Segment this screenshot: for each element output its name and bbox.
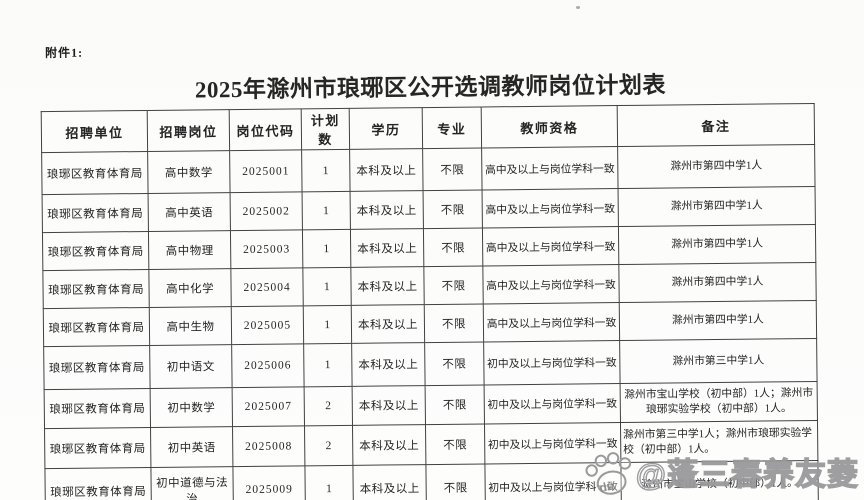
cell-code: 2025005 [231, 305, 304, 345]
cell-education: 本科及以上 [350, 266, 425, 306]
cell-post: 高中化学 [148, 268, 232, 308]
cell-education: 本科及以上 [350, 228, 424, 268]
cell-code: 2025003 [230, 229, 303, 269]
scan-speck-artifact [576, 6, 580, 9]
column-header-unit: 招聘单位 [41, 110, 148, 153]
cell-unit: 琅琊区教育体育局 [44, 427, 151, 469]
cell-unit: 琅琊区教育体育局 [44, 388, 151, 429]
cell-count: 1 [302, 191, 351, 230]
cell-education: 本科及以上 [351, 342, 426, 387]
cell-remark: 滁州市第三中学1人；滁州市琅琊实验学校（初中部）1人。 [620, 420, 818, 463]
cell-certificate: 高中及以上与岗位学科一致 [482, 188, 619, 228]
cell-major: 不限 [425, 384, 485, 425]
column-header-post: 招聘岗位 [147, 109, 230, 152]
cell-post: 初中道德与法治 [150, 466, 234, 500]
cell-certificate: 高中及以上与岗位学科一致 [482, 264, 620, 304]
cell-education: 本科及以上 [352, 385, 426, 426]
cell-major: 不限 [424, 303, 484, 343]
cell-count: 1 [303, 343, 353, 387]
cell-certificate: 高中及以上与岗位学科一致 [483, 302, 620, 342]
cell-major: 不限 [425, 423, 485, 465]
column-header-major: 专业 [422, 106, 482, 149]
cell-code: 2025008 [232, 425, 305, 467]
cell-count: 2 [304, 386, 353, 426]
cell-code: 2025007 [232, 386, 305, 427]
page-title: 2025年滁州市琅琊区公开选调教师岗位计划表 [194, 72, 667, 103]
cell-major: 不限 [423, 189, 483, 229]
table-row: 琅琊区教育体育局 初中道德与法治 2025009 1 本科及以上 不限 初中及以… [44, 460, 819, 500]
cell-code: 2025006 [231, 343, 305, 388]
cell-post: 高中英语 [148, 192, 231, 232]
cell-unit: 琅琊区教育体育局 [43, 307, 150, 347]
cell-unit: 琅琊区教育体育局 [42, 269, 150, 309]
cell-certificate: 初中及以上与岗位学科一致 [484, 383, 621, 424]
cell-count: 2 [304, 425, 353, 466]
cell-remark: 滁州市第四中学1人 [618, 224, 816, 265]
cell-count: 1 [302, 267, 352, 306]
cell-unit: 琅琊区教育体育局 [42, 193, 149, 233]
attachment-label: 附件1: [45, 45, 84, 61]
cell-post: 初中数学 [150, 387, 233, 428]
cell-certificate: 初中及以上与岗位学科一致 [484, 422, 621, 464]
cell-unit: 琅琊区教育体育局 [41, 151, 149, 195]
cell-code: 2025009 [232, 465, 306, 500]
cell-major: 不限 [425, 463, 486, 500]
column-header-education: 学历 [349, 107, 423, 150]
cell-education: 本科及以上 [350, 190, 424, 230]
cell-count: 1 [302, 229, 351, 268]
cell-unit: 琅琊区教育体育局 [43, 345, 151, 390]
cell-post: 初中英语 [150, 426, 233, 468]
position-plan-table: 招聘单位 招聘岗位 岗位代码 计划数 学历 专业 教师资格 备注 琅琊区教育体育… [40, 102, 819, 500]
cell-post: 高中物理 [148, 230, 231, 270]
cell-code: 2025002 [230, 191, 303, 231]
column-header-remark: 备注 [617, 103, 815, 147]
cell-count: 1 [301, 149, 351, 192]
cell-major: 不限 [423, 265, 484, 305]
cell-remark: 滁州市第四中学1人 [618, 262, 817, 303]
cell-education: 本科及以上 [352, 464, 427, 500]
cell-certificate: 初中及以上与岗位学科一致 [483, 340, 621, 385]
cell-unit: 琅琊区教育体育局 [42, 231, 149, 271]
cell-remark: 滁州市第四中学1人 [617, 144, 816, 189]
cell-major: 不限 [424, 341, 485, 386]
cell-remark: 滁州市宝山学校（初中部）1人。 [620, 460, 819, 500]
cell-remark: 滁州市第四中学1人 [618, 186, 816, 227]
cell-code: 2025004 [230, 267, 304, 307]
cell-remark: 滁州市第三中学1人 [619, 338, 818, 384]
cell-major: 不限 [423, 227, 483, 267]
cell-post: 初中语文 [149, 344, 233, 389]
cell-certificate: 高中及以上与岗位学科一致 [481, 146, 619, 190]
cell-code: 2025001 [229, 149, 303, 193]
column-header-code: 岗位代码 [229, 108, 302, 151]
column-header-certificate: 教师资格 [481, 105, 618, 148]
cell-count: 1 [304, 465, 354, 500]
cell-post: 高中数学 [147, 150, 231, 194]
cell-major: 不限 [422, 147, 483, 191]
cell-remark: 滁州市第四中学1人 [619, 300, 817, 341]
cell-post: 高中生物 [149, 306, 232, 346]
cell-certificate: 初中及以上与岗位学科一致 [484, 462, 622, 500]
cell-remark: 滁州市宝山学校（初中部）1人；滁州市琅琊实验学校（初中部）1人。 [620, 381, 818, 423]
column-header-count: 计划数 [301, 108, 350, 150]
cell-education: 本科及以上 [349, 148, 424, 192]
cell-count: 1 [303, 305, 352, 344]
cell-certificate: 高中及以上与岗位学科一致 [482, 226, 619, 266]
cell-unit: 琅琊区教育体育局 [44, 467, 152, 500]
cell-education: 本科及以上 [352, 424, 426, 466]
cell-education: 本科及以上 [351, 304, 425, 344]
